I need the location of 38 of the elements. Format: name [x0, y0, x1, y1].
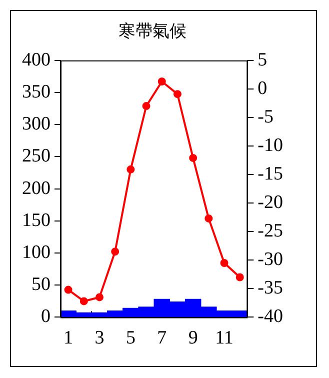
point	[204, 214, 213, 222]
y2-tick-label: 0	[258, 78, 268, 99]
y-tick-label: 250	[22, 146, 50, 167]
chart-title: 寒帶氣候	[118, 22, 186, 41]
y2-tick-label: 5	[258, 49, 268, 70]
point	[142, 102, 150, 110]
point	[158, 78, 166, 86]
x-tick-label: 5	[126, 328, 136, 349]
y2-tick-label: -20	[258, 192, 283, 214]
point	[236, 273, 244, 282]
y2-tick-label: -35	[258, 278, 283, 299]
point	[80, 297, 88, 306]
point	[220, 258, 228, 267]
y-tick-label: 300	[22, 114, 50, 135]
y-tick-label: 0	[41, 306, 50, 328]
point	[95, 293, 104, 302]
point	[126, 165, 135, 174]
y-tick-label: 400	[22, 49, 50, 70]
x-tick-label: 1	[64, 328, 74, 349]
y-tick-label: 100	[22, 242, 50, 263]
y2-tick-label: -5	[258, 106, 274, 128]
x-tick-label: 11	[215, 328, 234, 349]
y2-tick-label: -30	[258, 249, 283, 270]
x-tick-label: 9	[188, 328, 198, 349]
y-tick-label: 50	[32, 274, 50, 296]
y-tick-label: 150	[22, 210, 50, 231]
x-tick-label: 7	[157, 328, 167, 349]
y-tick-label: 350	[22, 81, 50, 102]
point	[64, 286, 72, 294]
y2-tick-label: -25	[258, 220, 283, 242]
x-tick-label: 3	[94, 328, 104, 349]
point	[111, 248, 120, 256]
y2-tick-label: -10	[258, 134, 283, 156]
y2-tick-label: -15	[258, 164, 283, 185]
y-tick-label: 200	[22, 178, 50, 199]
point	[173, 90, 182, 98]
y2-tick-label: -40	[258, 306, 283, 328]
point	[189, 154, 198, 162]
